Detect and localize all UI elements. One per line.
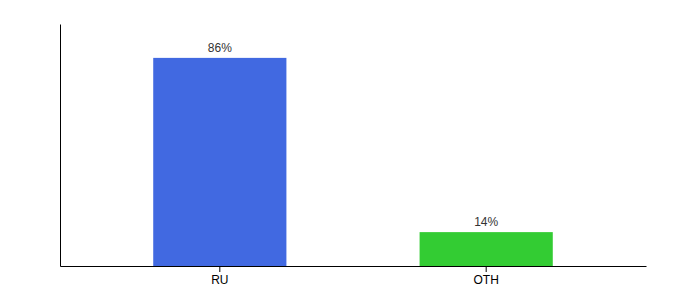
data-labels: 86% 14% (208, 41, 499, 229)
chart-svg: 86% 14% RU OTH (0, 0, 680, 300)
y-axis (60, 25, 61, 267)
x-axis: RU OTH (61, 266, 647, 287)
x-tick-mark (486, 266, 487, 272)
x-tick-label: OTH (474, 273, 499, 287)
data-label: 14% (474, 215, 498, 229)
plot-area: 86% 14% RU OTH (61, 25, 647, 287)
data-label: 86% (208, 41, 232, 55)
x-tick-label: RU (211, 273, 228, 287)
x-tick-mark (219, 266, 220, 272)
y-axis-line (60, 25, 61, 267)
chart-container: 86% 14% RU OTH (0, 0, 680, 300)
x-tick: RU (211, 266, 228, 287)
bar (420, 232, 553, 266)
x-axis-line (61, 266, 647, 267)
bars (153, 58, 553, 266)
bar (153, 58, 286, 266)
x-tick: OTH (474, 266, 499, 287)
